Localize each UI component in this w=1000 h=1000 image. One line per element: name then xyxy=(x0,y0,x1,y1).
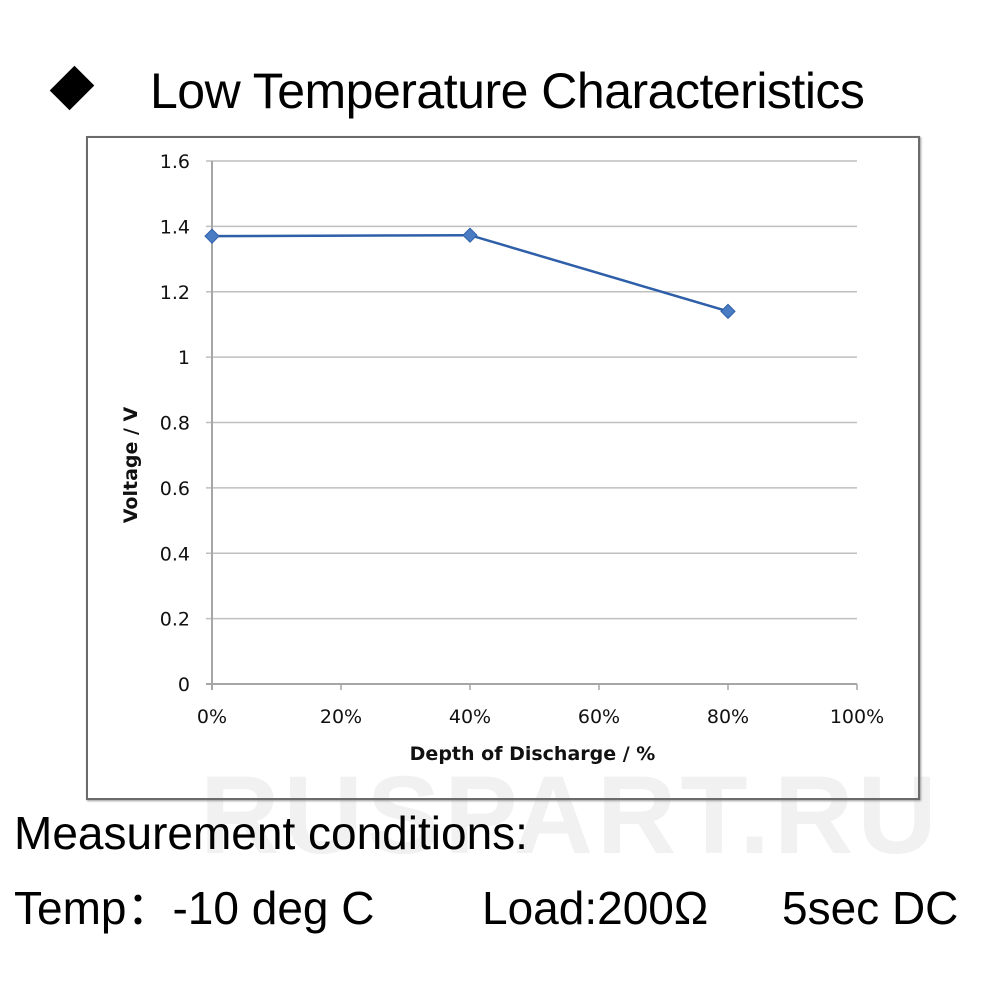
axes xyxy=(206,161,858,690)
gridlines xyxy=(206,160,857,620)
page-title: Low Temperature Characteristics xyxy=(150,63,865,119)
x-tick-label: 0% xyxy=(197,706,227,728)
y-tick-label: 0.4 xyxy=(160,543,190,565)
y-tick-label: 1.4 xyxy=(160,216,190,238)
y-tick-label: 0.2 xyxy=(160,609,190,631)
series-line xyxy=(211,233,729,313)
x-tick-label: 40% xyxy=(449,706,491,728)
data-point-marker xyxy=(720,303,736,320)
condition-duration: 5sec DC xyxy=(782,882,959,934)
watermark: RUSPART.RU xyxy=(200,754,941,877)
y-tick-label: 0 xyxy=(178,674,190,696)
condition-temp: Temp：-10 deg C xyxy=(14,882,375,934)
conditions-heading: Measurement conditions: xyxy=(14,807,528,859)
y-tick-label: 1 xyxy=(178,347,190,369)
data-point-marker xyxy=(462,227,478,243)
x-tick-label: 60% xyxy=(578,706,620,728)
data-point-marker xyxy=(204,228,220,244)
y-tick-label: 0.6 xyxy=(160,478,190,500)
conditions-line: Temp：-10 deg C Load:200Ω 5sec DC xyxy=(14,872,958,938)
chart-frame xyxy=(86,136,920,800)
condition-load: Load:200Ω xyxy=(482,882,709,934)
y-tick-label: 1.6 xyxy=(160,151,190,173)
x-tick-label: 100% xyxy=(830,706,884,728)
y-tick-label: 1.2 xyxy=(160,282,190,304)
y-tick-label: 0.8 xyxy=(160,413,190,435)
x-axis-label: Depth of Discharge / % xyxy=(410,743,656,765)
y-axis-label: Voltage / V xyxy=(120,406,142,523)
x-tick-label: 80% xyxy=(707,706,749,728)
labels: 0 0.2 0.4 0.6 0.8 1 1.2 1.4 1.6 0% 20% 40% 60% 80% 100… xyxy=(120,151,884,765)
x-tick-label: 20% xyxy=(320,706,362,728)
series xyxy=(204,227,736,320)
